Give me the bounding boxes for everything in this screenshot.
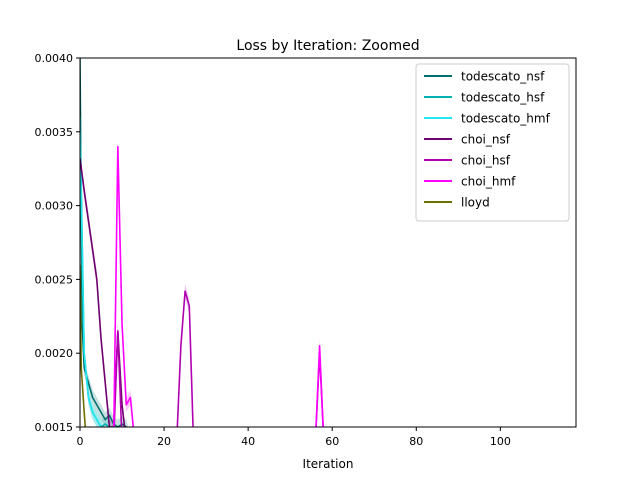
legend-label: choi_hsf [461,154,511,168]
legend-label: todescato_hmf [461,112,551,126]
series-lines [80,58,324,427]
band-choi_hmf [113,139,324,427]
x-tick-label: 60 [325,435,339,448]
y-tick-label: 0.0015 [35,421,74,434]
legend-label: lloyd [461,196,490,210]
series-line-lloyd [80,264,87,427]
band-choi_hsf [113,283,324,427]
plot-frame [79,57,577,428]
legend: todescato_nsf todescato_hsf todescato_hmfc… [415,63,570,222]
x-tick-label: 80 [409,435,423,448]
legend-label: choi_hmf [461,175,516,189]
y-tick-label: 0.0040 [35,52,74,65]
x-tick-label: 20 [157,435,171,448]
x-tick-label: 40 [241,435,255,448]
y-tick-label: 0.0030 [35,200,74,213]
x-tick-label: 100 [490,435,511,448]
y-axis-ticks: 0.0015 0.0020 0.0025 0.0030 0.0035 0.0040 [35,52,80,434]
y-tick-label: 0.0035 [35,126,74,139]
legend-box [415,63,570,222]
series-line-choi_hmf [113,145,324,427]
chart-title: Loss by Iteration: Zoomed [236,38,419,54]
y-tick-label: 0.0020 [35,347,74,360]
series-line-todescato_hmf [80,131,102,427]
x-axis-label: Iteration [303,457,354,471]
x-tick-label: 0 [77,435,84,448]
y-tick-label: 0.0025 [35,273,74,286]
legend-label: todescato_hsf [461,91,545,105]
x-axis-ticks: 0 20 40 60 80 100 [77,427,511,448]
series-line-choi_hsf [113,290,324,427]
legend-label: todescato_nsf [461,70,545,84]
legend-label: choi_nsf [461,133,511,147]
